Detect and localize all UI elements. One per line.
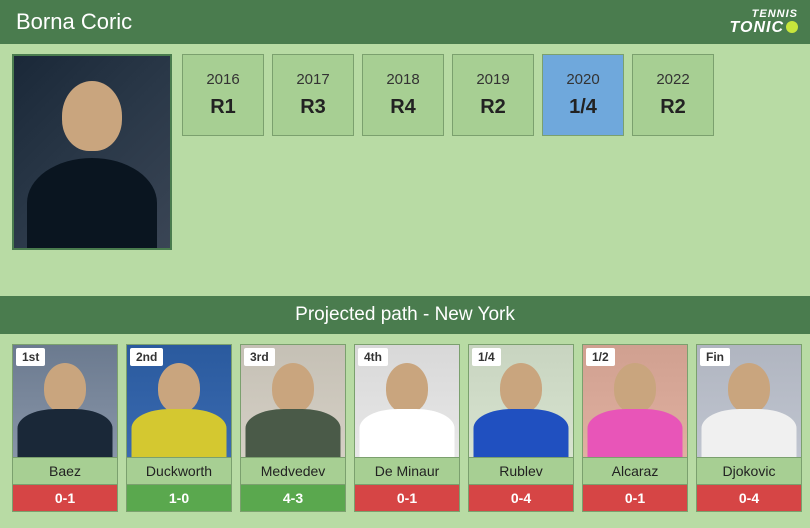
history-result: R4 [390,96,416,119]
history-card: 2022 R2 [632,54,714,136]
person-icon [702,409,797,457]
person-icon [728,363,770,413]
header-bar: Borna Coric TENNIS TONIC [0,0,810,44]
history-result: R1 [210,96,236,119]
person-icon [18,409,113,457]
opponent-name: Rublev [468,458,574,485]
history-section: 2016 R1 2017 R3 2018 R4 2019 R2 2020 1/4 2022 R2 [0,44,810,296]
opponent-photo: 3rd [240,344,346,458]
round-badge: 4th [358,348,388,366]
player-name: Borna Coric [16,9,132,35]
projected-path-header: Projected path - New York [0,296,810,334]
history-card: 2016 R1 [182,54,264,136]
h2h-record: 0-1 [582,485,688,512]
opponent-card: Fin Djokovic0-4 [696,344,802,516]
opponent-name: Medvedev [240,458,346,485]
history-result: R2 [660,96,686,119]
person-icon [474,409,569,457]
opponent-name: Djokovic [696,458,802,485]
history-card: 2018 R4 [362,54,444,136]
h2h-record: 0-1 [12,485,118,512]
opponent-photo: 4th [354,344,460,458]
history-year: 2019 [476,71,509,88]
projected-path-row: 1stBaez0-12ndDuckworth1-03rdMedvedev4-34… [0,334,810,528]
opponent-card: 3rd Medvedev4-3 [240,344,346,516]
brand-logo: TENNIS TONIC [730,9,798,36]
person-icon [386,363,428,413]
person-icon [44,363,86,413]
round-badge: Fin [700,348,730,366]
h2h-record: 0-4 [468,485,574,512]
round-badge: 2nd [130,348,163,366]
opponent-photo: 1/2 [582,344,688,458]
round-badge: 1/2 [586,348,615,366]
person-icon [614,363,656,413]
opponent-photo: Fin [696,344,802,458]
player-photo [12,54,172,250]
tennis-ball-icon [786,21,798,33]
person-icon [500,363,542,413]
history-year: 2018 [386,71,419,88]
person-icon [246,409,341,457]
opponent-name: Baez [12,458,118,485]
h2h-record: 4-3 [240,485,346,512]
opponent-card: 2nd Duckworth1-0 [126,344,232,516]
h2h-record: 1-0 [126,485,232,512]
history-card: 2019 R2 [452,54,534,136]
history-year: 2020 [566,71,599,88]
logo-text-bottom: TONIC [730,20,798,36]
opponent-name: Duckworth [126,458,232,485]
history-year: 2016 [206,71,239,88]
person-icon [588,409,683,457]
person-icon [272,363,314,413]
opponent-photo: 2nd [126,344,232,458]
h2h-record: 0-1 [354,485,460,512]
round-badge: 1/4 [472,348,501,366]
history-year: 2017 [296,71,329,88]
opponent-name: Alcaraz [582,458,688,485]
history-result: R3 [300,96,326,119]
history-card: 2017 R3 [272,54,354,136]
history-card: 2020 1/4 [542,54,624,136]
opponent-photo: 1/4 [468,344,574,458]
opponent-card: 1/4 Rublev0-4 [468,344,574,516]
opponent-photo: 1st [12,344,118,458]
person-icon [360,409,455,457]
person-icon [132,409,227,457]
opponent-name: De Minaur [354,458,460,485]
history-result: R2 [480,96,506,119]
opponent-card: 1/2 Alcaraz0-1 [582,344,688,516]
h2h-record: 0-4 [696,485,802,512]
history-year: 2022 [656,71,689,88]
history-result: 1/4 [569,96,597,119]
round-badge: 3rd [244,348,275,366]
history-cards-row: 2016 R1 2017 R3 2018 R4 2019 R2 2020 1/4 2022 R2 [182,54,714,286]
opponent-card: 1st Baez0-1 [12,344,118,516]
opponent-card: 4th De Minaur0-1 [354,344,460,516]
person-icon [158,363,200,413]
round-badge: 1st [16,348,45,366]
